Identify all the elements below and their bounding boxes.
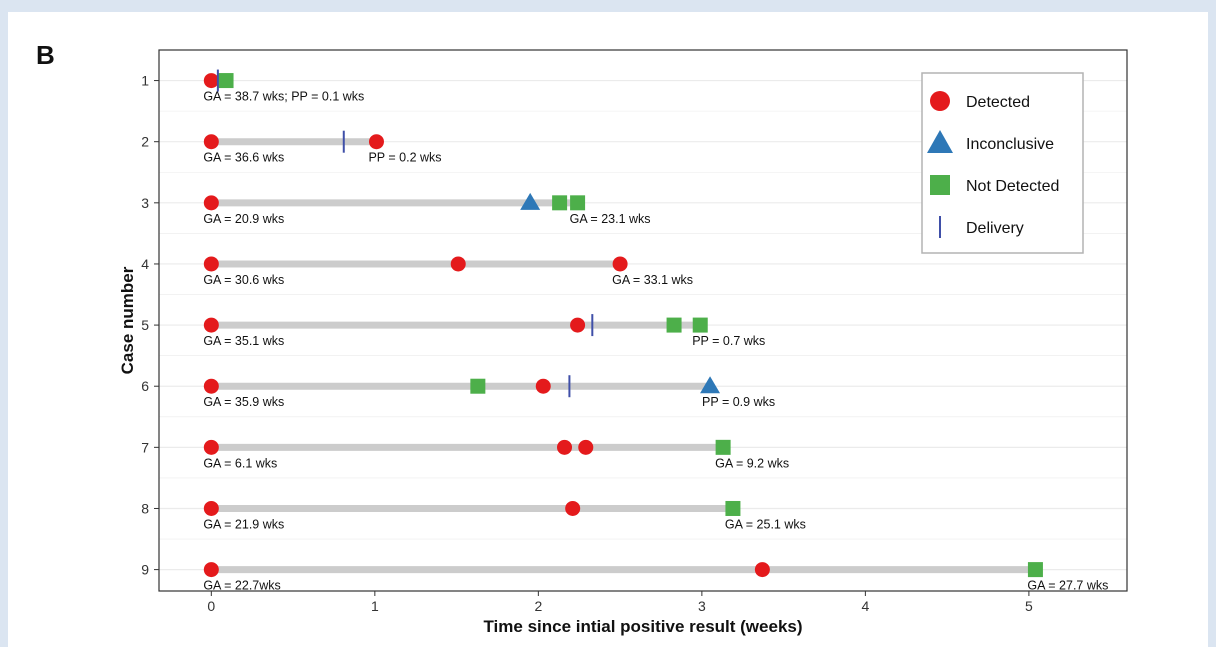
case-row-2: GA = 36.6 wks PP = 0.2 wks — [203, 130, 442, 165]
case-row-3: GA = 20.9 wks GA = 23.1 wks — [203, 192, 651, 226]
x-tick-label: 2 — [534, 598, 542, 614]
x-tick-label: 3 — [698, 598, 706, 614]
y-tick-label: 5 — [141, 317, 149, 333]
result-marker-notdetected — [218, 73, 234, 89]
figure-card: B GA = 38.7 wks; PP = 0.1 wks GA = 36.6 w… — [8, 12, 1208, 647]
result-marker-detected — [203, 562, 219, 578]
x-tick-label: 4 — [861, 598, 869, 614]
result-marker-detected — [557, 439, 573, 455]
legend-label: Detected — [966, 94, 1030, 111]
y-tick-label: 9 — [141, 562, 149, 578]
case-end-label: GA = 23.1 wks — [570, 212, 651, 226]
case-end-label: GA = 9.2 wks — [715, 456, 789, 470]
y-tick-label: 4 — [141, 256, 149, 272]
case-end-label: GA = 27.7 wks — [1027, 579, 1108, 593]
result-marker-detected — [203, 134, 219, 150]
result-marker-detected — [570, 317, 586, 333]
case-start-label: GA = 30.6 wks — [203, 273, 284, 287]
result-marker-detected — [203, 500, 219, 516]
y-tick-label: 2 — [141, 134, 149, 150]
y-tick-label: 6 — [141, 378, 149, 394]
legend-item-detected: Detected — [930, 91, 1030, 111]
legend-label: Not Detected — [966, 178, 1059, 195]
case-start-label: GA = 22.7wks — [203, 579, 280, 593]
legend: Detected Inconclusive Not Detected Delivery — [921, 72, 1084, 254]
result-marker-detected — [565, 500, 581, 516]
x-tick-label: 1 — [371, 598, 379, 614]
legend-symbol — [930, 91, 950, 111]
case-row-7: GA = 6.1 wks GA = 9.2 wks — [203, 439, 789, 470]
result-marker-detected — [203, 317, 219, 333]
x-axis-title: Time since intial positive result (weeks… — [483, 617, 802, 636]
legend-symbol — [930, 175, 950, 195]
case-row-6: GA = 35.9 wks PP = 0.9 wks — [203, 375, 775, 409]
result-marker-detected — [203, 195, 219, 211]
legend-item-delivery: Delivery — [939, 216, 1024, 238]
legend-label: Delivery — [966, 220, 1024, 237]
case-row-1: GA = 38.7 wks; PP = 0.1 wks — [203, 69, 364, 104]
result-marker-inconclusive — [520, 192, 541, 210]
plot-border — [158, 49, 1128, 592]
case-end-label: GA = 25.1 wks — [725, 517, 806, 531]
case-timeline-chart: GA = 38.7 wks; PP = 0.1 wks GA = 36.6 wks… — [118, 49, 1128, 636]
y-tick-label: 8 — [141, 500, 149, 516]
result-marker-detected — [203, 378, 219, 394]
case-series: GA = 38.7 wks; PP = 0.1 wks GA = 36.6 wks… — [203, 69, 1108, 593]
legend-item-notdetected: Not Detected — [930, 175, 1059, 195]
y-tick-label: 1 — [141, 73, 149, 89]
x-tick-label: 5 — [1025, 598, 1033, 614]
result-marker-detected — [203, 439, 219, 455]
result-marker-detected — [450, 256, 466, 272]
result-marker-notdetected — [666, 317, 682, 333]
result-marker-detected — [578, 439, 594, 455]
result-marker-detected — [754, 562, 770, 578]
result-marker-detected — [612, 256, 628, 272]
x-axis: 0 1 2 3 4 5 Time since intial positive result … — [207, 591, 1033, 636]
result-marker-notdetected — [692, 317, 708, 333]
legend-symbol — [927, 130, 953, 153]
case-start-label: GA = 38.7 wks; PP = 0.1 wks — [203, 90, 364, 104]
result-marker-notdetected — [1027, 562, 1043, 578]
case-end-label: GA = 33.1 wks — [612, 273, 693, 287]
case-row-8: GA = 21.9 wks GA = 25.1 wks — [203, 500, 806, 531]
panel-label: B — [36, 40, 55, 70]
case-end-label: PP = 0.7 wks — [692, 334, 765, 348]
case-start-label: GA = 20.9 wks — [203, 212, 284, 226]
result-marker-notdetected — [552, 195, 568, 211]
case-start-label: GA = 35.9 wks — [203, 395, 284, 409]
legend-item-inconclusive: Inconclusive — [927, 130, 1054, 153]
result-marker-detected — [368, 134, 384, 150]
result-marker-notdetected — [470, 378, 486, 394]
y-tick-label: 3 — [141, 195, 149, 211]
result-marker-notdetected — [725, 500, 741, 516]
y-axis: 1 2 3 4 5 6 7 8 9 Case number — [118, 73, 159, 578]
result-marker-detected — [203, 73, 219, 89]
case-start-label: GA = 35.1 wks — [203, 334, 284, 348]
case-row-9: GA = 22.7wks GA = 27.7 wks — [203, 562, 1108, 593]
case-start-label: GA = 21.9 wks — [203, 517, 284, 531]
legend-label: Inconclusive — [966, 136, 1054, 153]
case-end-label: PP = 0.2 wks — [368, 151, 441, 165]
result-marker-notdetected — [715, 439, 731, 455]
y-axis-title: Case number — [118, 266, 137, 374]
result-marker-inconclusive — [700, 376, 721, 394]
case-row-5: GA = 35.1 wks PP = 0.7 wks — [203, 314, 765, 348]
case-end-label: PP = 0.9 wks — [702, 395, 775, 409]
case-start-label: GA = 6.1 wks — [203, 456, 277, 470]
y-tick-label: 7 — [141, 439, 149, 455]
x-tick-label: 0 — [207, 598, 215, 614]
case-start-label: GA = 36.6 wks — [203, 151, 284, 165]
result-marker-notdetected — [570, 195, 586, 211]
result-marker-detected — [203, 256, 219, 272]
result-marker-detected — [535, 378, 551, 394]
case-row-4: GA = 30.6 wks GA = 33.1 wks — [203, 256, 693, 287]
